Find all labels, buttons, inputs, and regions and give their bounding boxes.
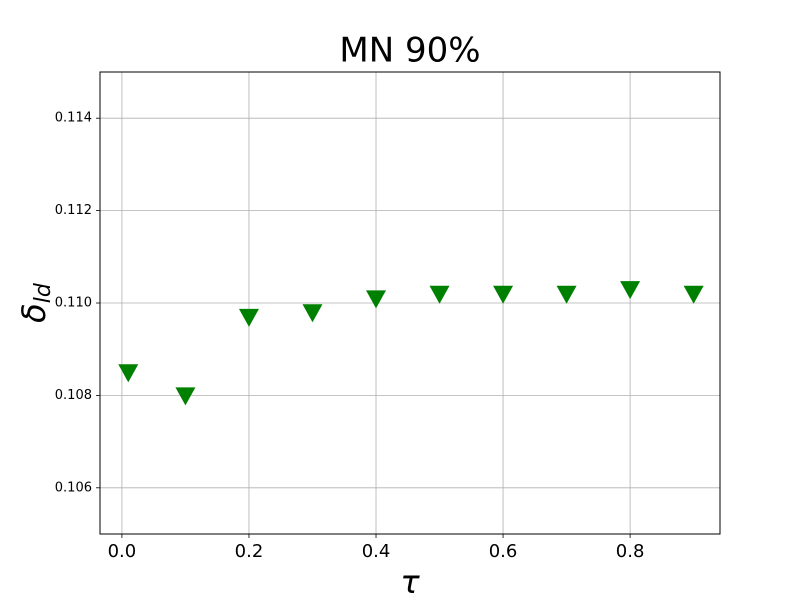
marker (302, 304, 323, 323)
marker (683, 285, 704, 304)
x-tick-label: 0.2 (235, 541, 264, 562)
y-tick-label: 0.106 (55, 480, 92, 495)
y-tick-label: 0.114 (55, 111, 92, 126)
y-label-subscript: ld (31, 282, 56, 303)
y-tick-label: 0.110 (55, 296, 92, 311)
marker (429, 285, 450, 304)
y-tick-label: 0.112 (55, 203, 92, 218)
x-tick-label: 0.8 (616, 541, 645, 562)
plot-frame (99, 71, 721, 535)
chart-title: MN 90% (339, 31, 480, 71)
marker (238, 308, 259, 327)
x-tick-label: 0.6 (489, 541, 518, 562)
x-tick-label: 0.0 (108, 541, 137, 562)
marker (366, 290, 387, 309)
marker (175, 387, 196, 406)
y-label-symbol: δ (15, 303, 53, 323)
y-tick-label: 0.108 (55, 388, 92, 403)
y-axis-label: δld (15, 282, 56, 323)
x-tick-label: 0.4 (362, 541, 391, 562)
marker (620, 281, 641, 300)
marker (556, 285, 577, 304)
x-axis-label: τ (400, 563, 420, 600)
marker (493, 285, 514, 304)
marker (118, 364, 139, 383)
